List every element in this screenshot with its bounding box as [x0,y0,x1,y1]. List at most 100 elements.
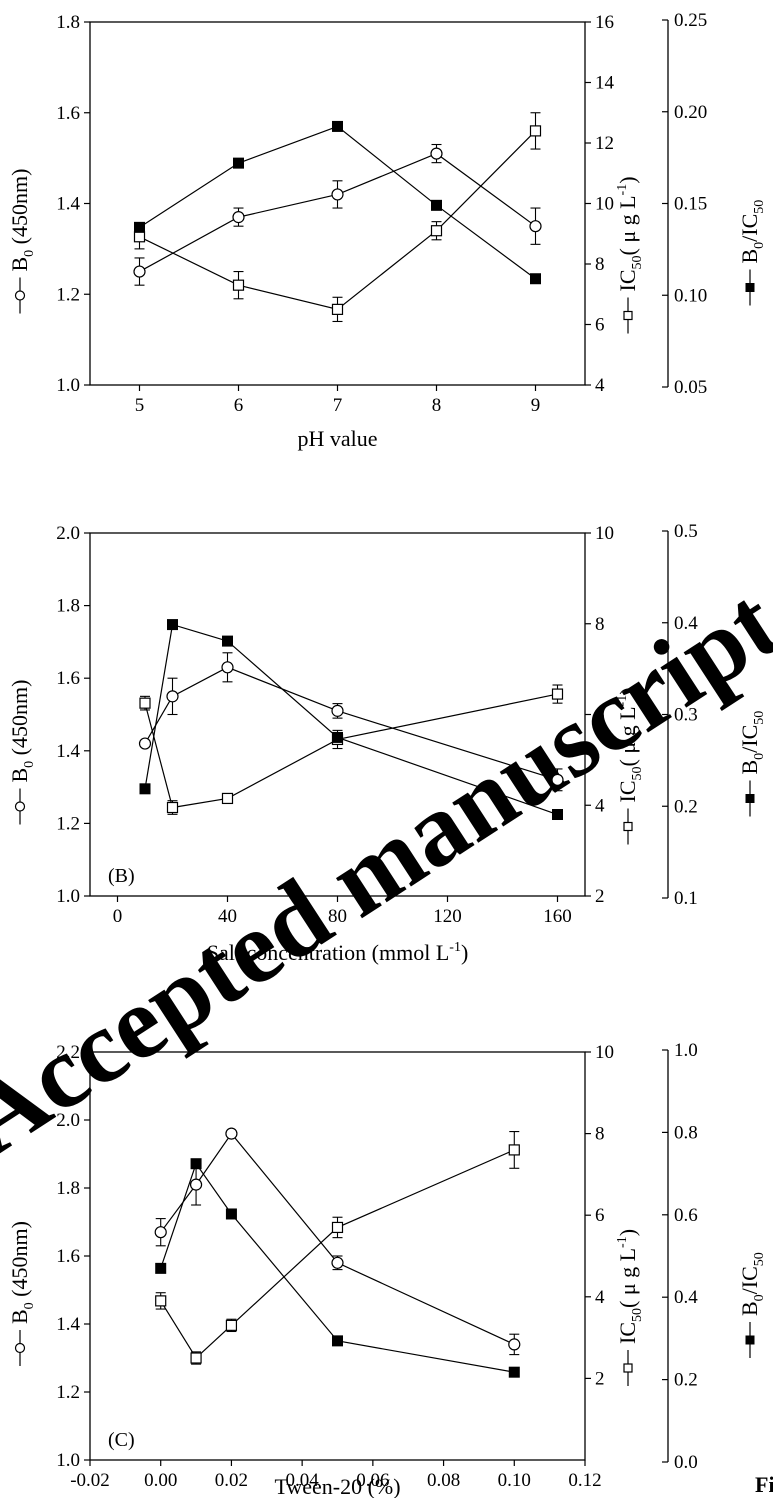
data-point [138,737,152,750]
y2-axis-label: IC50( μ g L-1) [615,687,645,845]
y3-tick-label: 0.4 [674,1287,698,1308]
x-tick-label: 7 [333,395,343,416]
y2-tick-label: 10 [595,523,614,544]
data-point [332,120,343,132]
y3-tick-label: 0.25 [674,10,707,31]
y1-tick-label: 1.6 [56,668,80,689]
x-tick-label: 160 [543,906,572,927]
y1-tick-label: 2.2 [56,1042,80,1063]
y2-axis-title: IC50( μ g L-1) [615,1229,645,1344]
y3-tick-label: 0.4 [674,613,698,634]
y3-tick-label: 0.6 [674,1205,698,1226]
data-point [431,199,442,211]
data-point [155,1295,167,1307]
y3-tick-label: 1.0 [674,1040,698,1061]
y3-axis-title: B0/IC50 [737,200,767,264]
y2-axis-label: IC50( μ g L-1) [615,176,645,334]
y2-tick-label: 6 [595,705,605,726]
y1-axis-title: B0 (450nm) [7,169,37,272]
y1-tick-label: 2.0 [56,523,80,544]
data-point [166,690,179,703]
y2-tick-label: 10 [595,194,614,215]
data-point [139,697,151,709]
x-tick-label: 0 [113,906,123,927]
x-tick-label: 120 [433,906,462,927]
y1-axis-title: B0 (450nm) [7,1221,37,1324]
chart-panel-1: 5 6 7 8 9 pH value 1.0 1.2 1.4 1.6 1.8 B0 (450nm) 4 6… [7,10,767,451]
x-tick-label: 0.08 [427,1470,460,1491]
y2-tick-label: 4 [595,1287,605,1308]
y3-tick-label: 0.0 [674,1452,698,1473]
data-point [232,211,245,224]
y1-legend-marker [14,290,26,301]
y2-legend-marker [623,310,633,321]
x-axis-label: pH value [297,426,377,451]
data-point [232,279,245,291]
series-line-open-circle [139,152,536,273]
y1-tick-label: 1.0 [56,886,80,907]
y2-tick-label: 2 [595,886,605,907]
x-axis-label: Tween-20 (%) [274,1474,400,1498]
chart-panel-2: 0 40 80 120 160 Salt concentration (mmol L-1)… [7,521,767,965]
panels: 5 6 7 8 9 pH value 1.0 1.2 1.4 1.6 1.8 B0 (450nm) 4 6… [7,10,767,1498]
data-point [133,265,146,278]
y1-tick-label: 1.8 [56,12,80,33]
series-line-open-square [160,1149,515,1359]
data-point [167,619,178,631]
x-tick-label: 9 [531,395,541,416]
data-point [155,1262,167,1274]
y1-tick-label: 1.8 [56,1178,80,1199]
y1-tick-label: 1.6 [56,1246,80,1267]
panel-label: (C) [108,1429,135,1451]
y1-axis-label: B0 (450nm) [7,680,37,825]
x-tick-label: 0.00 [144,1470,177,1491]
y2-axis-title: IC50( μ g L-1) [615,687,645,802]
data-point [225,1127,238,1140]
y3-axis-label: B0/IC50 [737,1252,767,1358]
y3-legend-marker [745,283,755,292]
series-line-open-square [139,130,536,311]
y2-tick-label: 14 [595,73,615,94]
x-tick-label: 5 [135,395,145,416]
corner-text: Fi [755,1472,773,1497]
x-tick-label: 40 [218,906,237,927]
y1-tick-label: 1.4 [56,194,80,215]
x-tick-label: -0.02 [70,1470,110,1491]
data-point [190,1158,202,1170]
y2-tick-label: 8 [595,614,605,635]
data-point [139,783,151,795]
y2-legend-marker [623,821,633,832]
y3-tick-label: 0.10 [674,285,707,306]
y2-tick-label: 4 [595,375,605,396]
data-point [332,731,343,743]
x-axis-label: Salt concentration (mmol L-1) [207,940,469,965]
y1-axis-label: B0 (450nm) [7,1221,37,1366]
data-point [225,1208,237,1220]
y2-tick-label: 12 [595,133,614,154]
y3-axis-title: B0/IC50 [737,1252,767,1316]
data-point [221,661,234,674]
panel-label: (B) [108,865,135,887]
x-tick-label: 0.10 [498,1470,531,1491]
y1-tick-label: 2.0 [56,1110,80,1131]
y2-tick-label: 6 [595,315,605,336]
y1-legend-marker [14,801,26,812]
y1-tick-label: 1.2 [56,284,80,305]
y3-tick-label: 0.2 [674,796,698,817]
y3-legend-marker [745,1335,755,1345]
data-point [222,635,233,647]
y2-axis-title: IC50( μ g L-1) [615,176,645,291]
y3-tick-label: 0.2 [674,1370,698,1391]
data-point [190,1352,202,1364]
x-tick-label: 6 [234,395,244,416]
y3-tick-label: 0.1 [674,888,698,909]
y1-tick-label: 1.6 [56,103,80,124]
data-point [233,157,244,169]
y3-tick-label: 0.5 [674,521,698,542]
y3-axis-label: B0/IC50 [737,711,767,817]
x-tick-label: 0.04 [286,1470,320,1491]
y1-axis-title: B0 (450nm) [7,680,37,783]
data-point [134,221,145,233]
y1-tick-label: 1.2 [56,813,80,834]
